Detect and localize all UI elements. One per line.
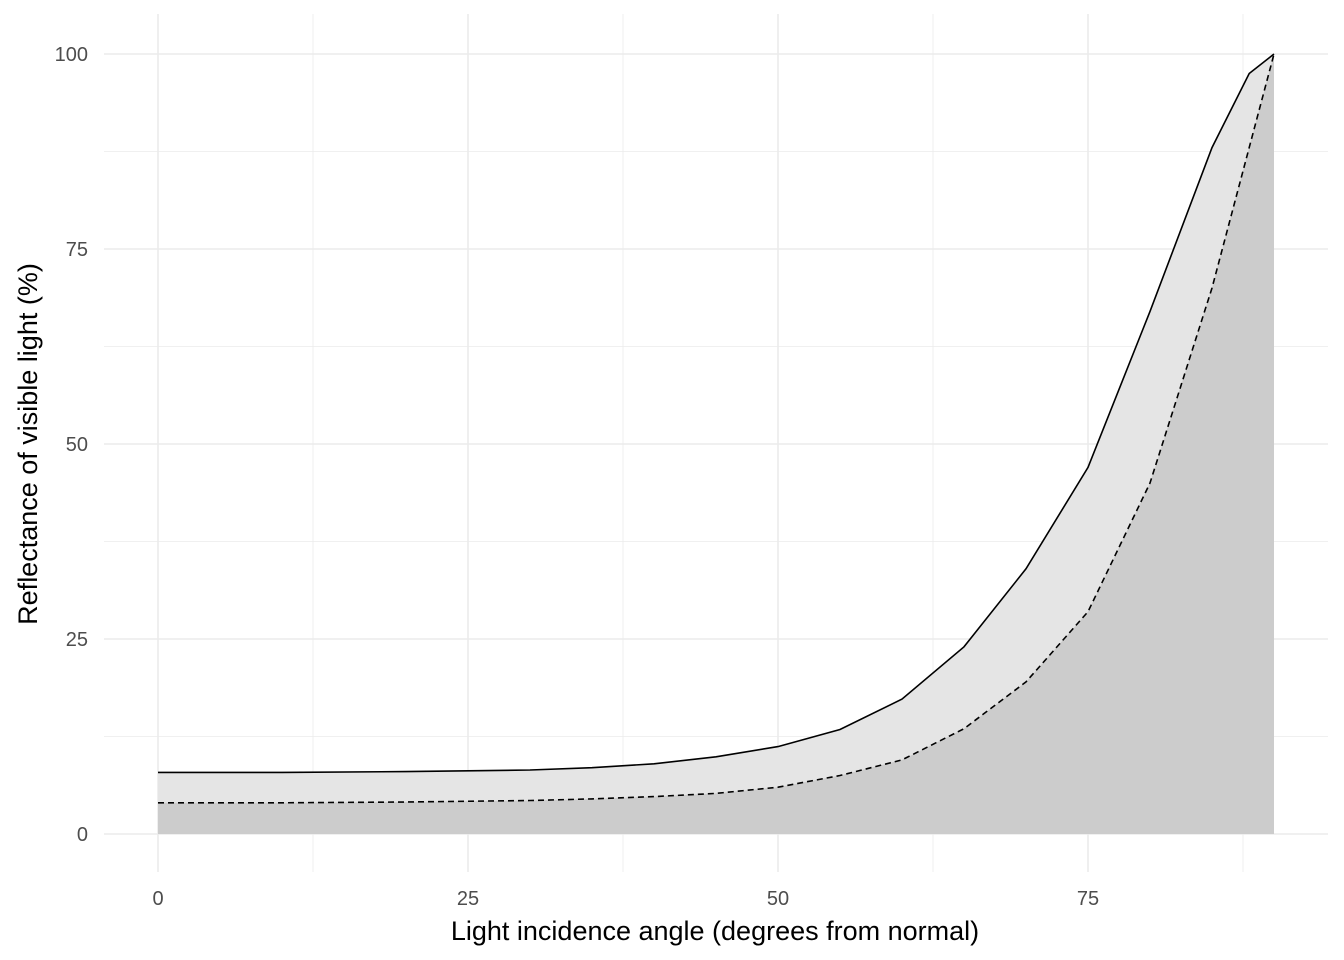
y-tick-label: 25 [66, 629, 88, 651]
y-tick-label: 75 [66, 239, 88, 261]
x-axis-ticks: 0 25 50 75 [152, 888, 1099, 910]
line-lower [158, 53, 1275, 804]
series-lines [158, 53, 1275, 804]
x-tick-label: 0 [152, 888, 163, 910]
y-tick-label: 0 [77, 824, 88, 846]
areas [158, 54, 1274, 834]
area-upper [158, 54, 1274, 834]
y-axis-ticks: 0 25 50 75 100 [55, 44, 88, 846]
area-lower [158, 54, 1274, 834]
y-axis-title: Reflectance of visible light (%) [13, 263, 43, 625]
y-tick-label: 50 [66, 434, 88, 456]
x-tick-label: 75 [1077, 888, 1099, 910]
line-upper [158, 53, 1275, 774]
y-tick-label: 100 [55, 44, 88, 66]
x-tick-label: 50 [767, 888, 789, 910]
x-axis-title: Light incidence angle (degrees from norm… [451, 916, 979, 946]
x-tick-label: 25 [457, 888, 479, 910]
